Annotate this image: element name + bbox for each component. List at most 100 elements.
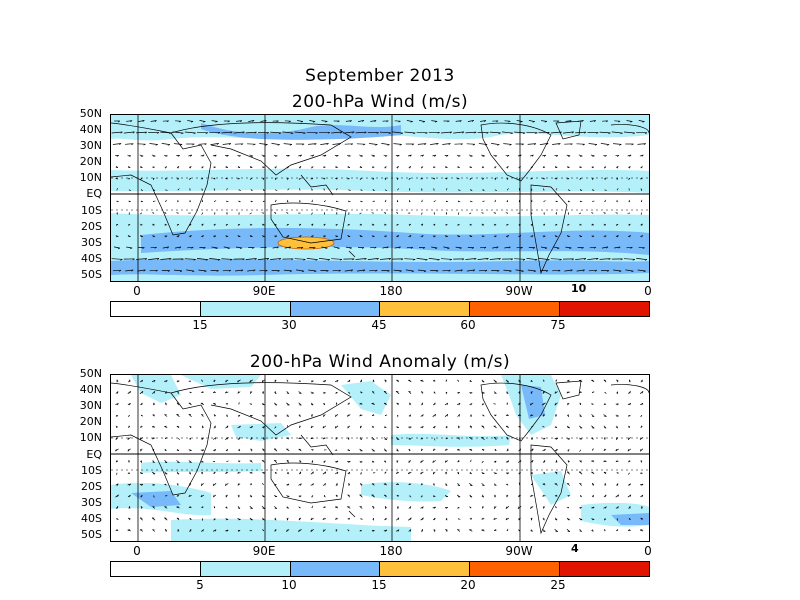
wind-vector-head bbox=[617, 494, 619, 497]
wind-vector-arrow bbox=[526, 258, 538, 260]
wind-vector-head bbox=[215, 121, 218, 123]
wind-vector-head bbox=[324, 471, 327, 474]
wind-vector-head bbox=[630, 121, 633, 123]
wind-vector-head bbox=[542, 506, 544, 509]
lon-label: 0 bbox=[133, 544, 141, 558]
wind-vector-head bbox=[481, 461, 484, 464]
wind-vector-head bbox=[372, 236, 375, 238]
wind-vector-head bbox=[421, 166, 424, 169]
wind-vector-head bbox=[116, 379, 119, 382]
wind-vector-head bbox=[485, 269, 488, 272]
wind-vector-head bbox=[348, 391, 350, 395]
wind-vector-head bbox=[141, 414, 144, 417]
wind-vector-head bbox=[482, 177, 484, 181]
wind-vector-arrow bbox=[123, 131, 135, 134]
wind-vector-arrow bbox=[210, 143, 219, 145]
wind-vector-head bbox=[115, 437, 117, 440]
wind-vector-head bbox=[347, 437, 350, 440]
wind-vector-head bbox=[228, 143, 232, 146]
wind-vector-head bbox=[372, 438, 375, 440]
wind-vector-arrow bbox=[286, 402, 290, 406]
wind-vector-head bbox=[201, 212, 203, 215]
wind-vector-arrow bbox=[393, 143, 402, 145]
wind-vector-head bbox=[298, 425, 301, 428]
wind-vector-head bbox=[120, 131, 123, 134]
wind-vector-head bbox=[460, 269, 463, 272]
wind-vector-head bbox=[128, 155, 131, 157]
wind-vector-head bbox=[165, 155, 168, 157]
wind-vector-arrow bbox=[321, 120, 328, 122]
wind-vector-head bbox=[188, 472, 191, 475]
wind-vector-head bbox=[359, 402, 362, 405]
wind-vector-arrow bbox=[344, 269, 353, 272]
wind-map-svg bbox=[111, 115, 649, 281]
wind-vector-head bbox=[594, 269, 597, 272]
wind-vector-head bbox=[628, 166, 631, 169]
wind-vector-arrow bbox=[174, 246, 182, 249]
wind-vector-head bbox=[530, 212, 533, 215]
wind-vector-arrow bbox=[225, 483, 229, 486]
wind-vector-arrow bbox=[125, 269, 134, 272]
wind-vector-head bbox=[335, 392, 338, 394]
wind-vector-arrow bbox=[637, 269, 646, 272]
wind-vector-head bbox=[336, 471, 339, 475]
wind-vector-head bbox=[409, 223, 411, 226]
wind-vector-head bbox=[166, 246, 169, 249]
wind-vector-head bbox=[493, 437, 497, 439]
wind-vector-head bbox=[237, 507, 241, 509]
wind-vector-head bbox=[238, 155, 241, 157]
wind-vector-head bbox=[116, 200, 119, 202]
lat-label: 40S bbox=[81, 252, 102, 265]
wind-vector-head bbox=[242, 131, 245, 134]
wind-vector-head bbox=[227, 437, 229, 440]
wind-vector-head bbox=[334, 426, 337, 429]
wind-vector-head bbox=[262, 391, 264, 394]
wind-vector-head bbox=[469, 496, 473, 498]
wind-vector-head bbox=[629, 154, 632, 157]
wind-vector-head bbox=[640, 166, 643, 169]
wind-vector-head bbox=[445, 187, 448, 191]
wind-vector-head bbox=[433, 166, 436, 169]
wind-vector-head bbox=[116, 517, 119, 520]
wind-vector-head bbox=[542, 425, 545, 428]
wind-vector-head bbox=[591, 403, 594, 405]
wind-vector-head bbox=[383, 460, 386, 463]
wind-vector-arrow bbox=[539, 143, 549, 145]
wind-vector-head bbox=[518, 402, 520, 405]
wind-vector-head bbox=[593, 246, 596, 249]
wind-vector-head bbox=[400, 132, 404, 135]
wind-vector-head bbox=[519, 235, 522, 238]
wind-vector-head bbox=[117, 391, 119, 394]
wind-vector-head bbox=[230, 259, 233, 261]
wind-vector-head bbox=[337, 120, 340, 123]
wind-vector-head bbox=[506, 224, 509, 226]
wind-vector-head bbox=[311, 235, 314, 238]
wind-vector-head bbox=[603, 403, 607, 406]
wind-vector-head bbox=[493, 529, 497, 531]
wind-vector-head bbox=[505, 484, 509, 486]
wind-vector-head bbox=[644, 132, 648, 134]
wind-vector-arrow bbox=[553, 246, 560, 249]
wind-vector-head bbox=[544, 247, 548, 249]
wind-vector-head bbox=[469, 472, 472, 475]
wind-vector-head bbox=[314, 270, 317, 273]
lat-lon-grid bbox=[111, 375, 649, 541]
wind-vector-arrow bbox=[381, 143, 390, 145]
wind-vector-head bbox=[262, 528, 264, 532]
wind-vector-head bbox=[310, 425, 313, 429]
wind-vector-head bbox=[129, 494, 131, 498]
wind-vector-head bbox=[115, 460, 118, 463]
wind-vector-head bbox=[583, 131, 587, 134]
wind-vector-head bbox=[581, 120, 584, 123]
wind-vector-arrow bbox=[516, 246, 523, 249]
wind-vector-head bbox=[421, 154, 424, 157]
wind-vector-head bbox=[615, 460, 618, 463]
wind-vector-head bbox=[359, 438, 362, 440]
wind-vector-head bbox=[315, 132, 318, 134]
wind-vector-head bbox=[496, 120, 499, 123]
wind-vector-head bbox=[398, 246, 401, 249]
wind-vector-head bbox=[226, 449, 228, 452]
wind-vector-arrow bbox=[173, 269, 183, 272]
wind-vector-arrow bbox=[260, 246, 267, 249]
wind-vector-head bbox=[508, 246, 511, 249]
